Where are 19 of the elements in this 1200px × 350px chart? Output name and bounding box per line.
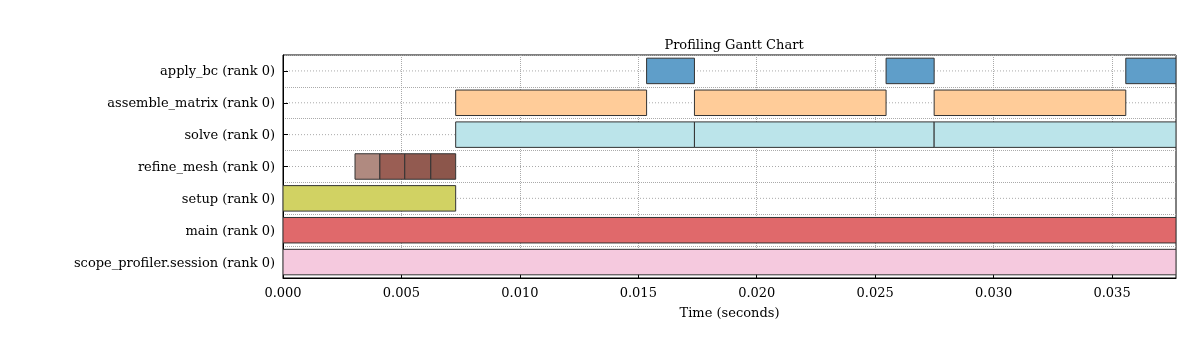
x-axis-title: Time (seconds) [679,305,780,320]
x-tick-label: 0.015 [619,285,657,300]
y-tick-label: solve (rank 0) [184,127,275,143]
y-tick-label: apply_bc (rank 0) [160,63,275,79]
x-tick-label: 0.025 [856,285,894,300]
y-tick-label: assemble_matrix (rank 0) [107,95,275,111]
y-tick-label: main (rank 0) [185,222,275,238]
bar [283,216,1176,244]
x-tick-label: 0.020 [738,285,776,300]
x-tick-label: 0.005 [382,285,421,300]
x-tick-label: 0.035 [1093,285,1131,300]
chart-title: Profiling Gantt Chart [664,37,805,52]
x-tick-label: 0.000 [264,285,302,300]
y-tick-label: setup (rank 0) [181,190,275,206]
y-tick-label: refine_mesh (rank 0) [137,159,275,174]
y-tick-label: scope_profiler.session (rank 0) [73,254,275,270]
x-tick-label: 0.030 [975,285,1013,300]
bar [283,185,457,212]
x-tick-label: 0.010 [501,285,539,300]
